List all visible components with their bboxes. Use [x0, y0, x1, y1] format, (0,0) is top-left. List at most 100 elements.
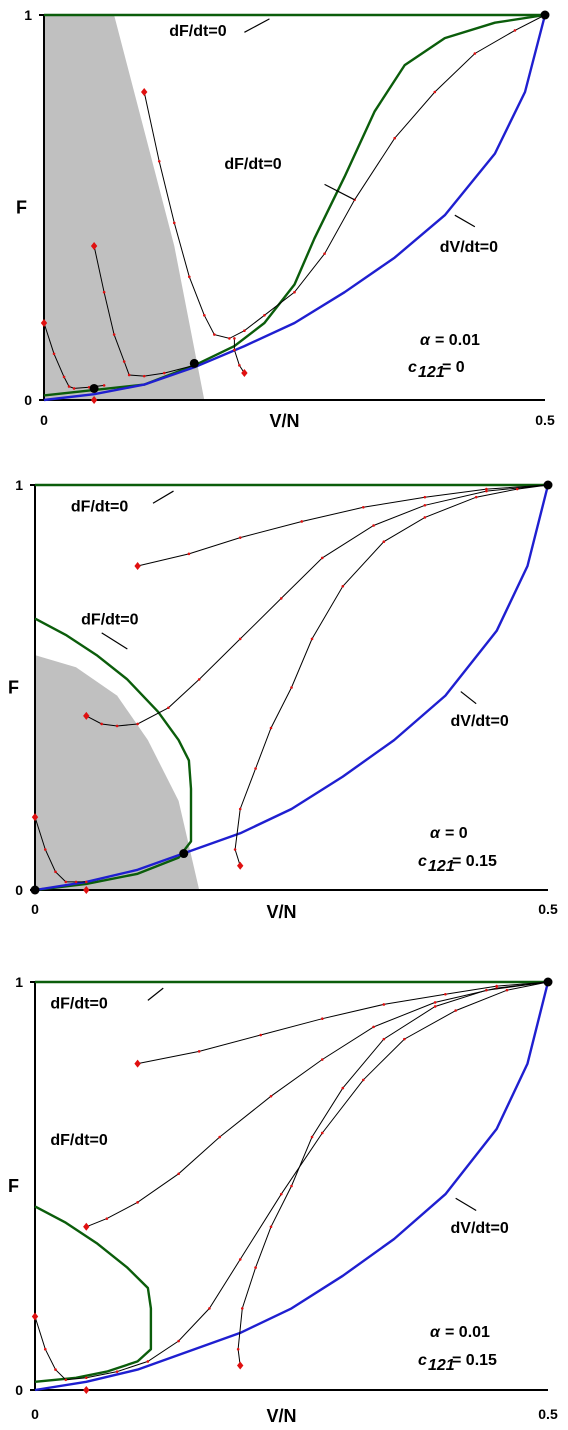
trajectory-point — [72, 387, 76, 390]
x-axis-title: V/N — [269, 411, 299, 431]
trajectory-point — [433, 90, 437, 94]
trajectory-point — [444, 992, 447, 996]
trajectory-point — [515, 487, 519, 491]
alpha-symbol: α — [420, 332, 431, 349]
trajectory-start-marker — [83, 886, 90, 894]
equilibrium-point — [540, 10, 550, 20]
trajectory-line — [86, 981, 549, 1228]
trajectory-point — [162, 371, 166, 375]
trajectory-point — [62, 375, 66, 379]
trajectory-point — [433, 1005, 437, 1008]
trajectory-point — [269, 1225, 273, 1229]
trajectory-point — [142, 374, 146, 378]
y-tick-label: 0 — [24, 392, 32, 408]
trajectory-point — [187, 552, 191, 556]
trajectory-point — [320, 556, 324, 560]
trajectory-point — [167, 706, 170, 710]
trajectory-point — [136, 722, 139, 726]
trajectory-point — [485, 489, 488, 493]
dv-dt-nullcline — [34, 484, 550, 892]
trajectory-point — [423, 516, 427, 519]
dv-dt-nullcline — [43, 14, 547, 402]
df-dt-nullcline — [34, 1205, 153, 1383]
trajectory-point — [269, 1094, 273, 1098]
c121-value: = 0.15 — [452, 853, 497, 870]
trajectory-point — [454, 1009, 457, 1012]
nullcline-label: dF/dt=0 — [81, 612, 138, 629]
trajectory-point — [213, 333, 216, 336]
nullcline-label: dV/dt=0 — [440, 239, 498, 256]
nullcline-label: dV/dt=0 — [451, 713, 509, 730]
label-leader-line — [152, 490, 174, 504]
label-leader-line — [454, 214, 476, 228]
c121-subscript: 121 — [428, 1357, 455, 1374]
trajectory-point — [254, 1266, 257, 1269]
trajectory-point — [197, 1050, 201, 1053]
trajectory-point — [382, 540, 386, 543]
trajectory-line — [34, 981, 549, 1381]
trajectory-point — [74, 880, 78, 884]
trajectory-point — [136, 1201, 139, 1204]
trajectory-point — [85, 887, 88, 890]
trajectory-point — [177, 1172, 180, 1176]
x-tick-label: 0.5 — [538, 1406, 558, 1422]
trajectory-point — [52, 352, 56, 356]
trajectory-point — [177, 1339, 180, 1343]
trajectory-point — [495, 984, 499, 988]
trajectory-point — [362, 1078, 365, 1082]
equilibrium-point — [189, 358, 199, 368]
trajectory-point — [243, 329, 246, 333]
nullcline-label: dF/dt=0 — [71, 498, 128, 515]
alpha-symbol: α — [430, 1324, 441, 1341]
y-tick-label: 0 — [15, 1382, 23, 1398]
trajectory-point — [203, 314, 206, 317]
trajectory-point — [474, 495, 478, 499]
nullcline-label: dV/dt=0 — [451, 1220, 509, 1237]
trajectory-point — [187, 275, 191, 279]
c121-subscript: 121 — [418, 364, 445, 381]
trajectory-point — [323, 252, 326, 255]
trajectory-line — [234, 484, 549, 866]
label-leader-line — [101, 632, 128, 650]
trajectory-point — [293, 290, 296, 294]
label-leader-line — [147, 987, 164, 1001]
trajectory-point — [269, 726, 273, 730]
trajectory-point — [102, 384, 106, 387]
x-tick-label: 0.5 — [538, 901, 558, 917]
x-axis-title: V/N — [266, 902, 296, 922]
trajectory-point — [100, 722, 103, 726]
trajectory-start-marker — [83, 711, 90, 720]
trajectory-point — [115, 724, 119, 728]
trajectory-point — [238, 364, 241, 367]
trajectory-point — [233, 337, 236, 340]
trajectory-point — [105, 1217, 109, 1220]
trajectory-point — [259, 1033, 263, 1037]
trajectory-point — [85, 1376, 88, 1380]
shaded-region — [44, 15, 205, 400]
x-tick-label: 0 — [31, 1406, 39, 1422]
equilibrium-point — [89, 383, 99, 393]
trajectory-point — [236, 1347, 240, 1351]
label-leader-line — [324, 183, 355, 201]
label-leader-line — [460, 691, 477, 705]
trajectory-point — [423, 503, 427, 507]
trajectory-point — [290, 1184, 293, 1188]
trajectory-point — [115, 1370, 119, 1373]
trajectory-point — [320, 1017, 324, 1021]
trajectory-point — [197, 678, 201, 681]
trajectory-line — [237, 981, 549, 1366]
trajectory-point — [157, 160, 161, 163]
trajectory-point — [208, 1307, 211, 1310]
trajectory-point — [240, 1307, 244, 1310]
y-axis-title: F — [8, 1176, 19, 1196]
trajectory-point — [85, 1387, 88, 1390]
trajectory-start-marker — [134, 562, 141, 570]
alpha-value: = 0.01 — [445, 1324, 490, 1341]
equilibrium-point — [543, 480, 553, 490]
trajectory-point — [43, 1347, 47, 1351]
trajectory-point — [423, 495, 427, 499]
trajectory-line — [86, 484, 549, 727]
trajectory-point — [382, 1037, 386, 1041]
c121-subscript: 121 — [428, 858, 455, 875]
